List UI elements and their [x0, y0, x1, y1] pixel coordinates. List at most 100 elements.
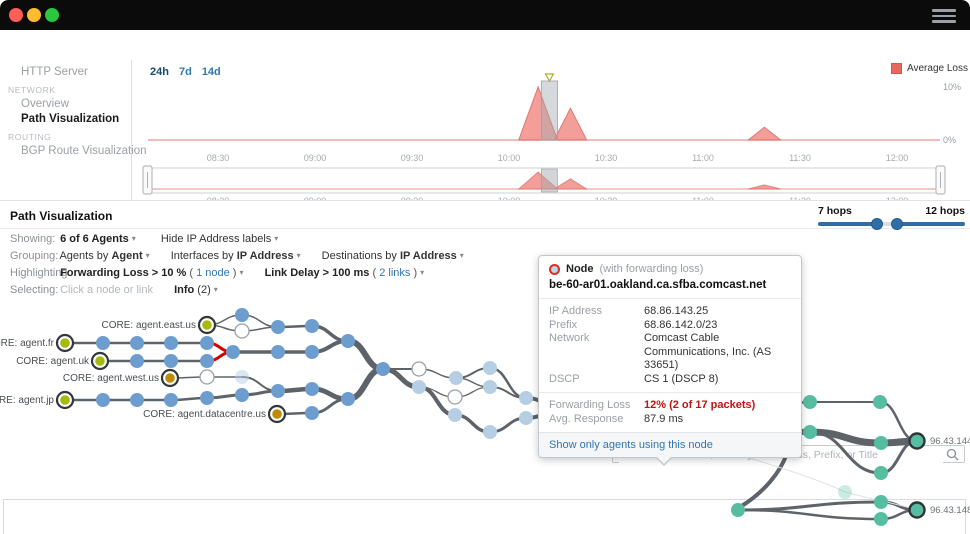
hop-node[interactable]	[341, 334, 355, 348]
one-node-link[interactable]: 1 node	[196, 267, 230, 279]
tab-24h[interactable]: 24h	[150, 66, 169, 78]
ip-labels-dropdown[interactable]: Hide IP Address labels ▾	[160, 233, 279, 245]
hop-node[interactable]	[483, 425, 497, 439]
sidebar-item-bgp-route-visualization[interactable]: BGP Route Visualization	[21, 145, 147, 157]
destinations-grouping-dropdown[interactable]: Destinations by IP Address ▾	[321, 250, 464, 262]
hop-node[interactable]	[200, 336, 214, 350]
tab-14d[interactable]: 14d	[201, 66, 221, 78]
show-only-agents-link[interactable]: Show only agents using this node	[549, 439, 713, 451]
selecting-hint: Click a node or link	[60, 284, 153, 296]
hop-node[interactable]	[305, 382, 319, 396]
hop-node[interactable]	[449, 371, 463, 385]
destination-node[interactable]	[908, 432, 926, 450]
loss-spike	[517, 85, 559, 141]
hop-node[interactable]	[271, 320, 285, 334]
hop-node[interactable]	[96, 336, 110, 350]
hop-node[interactable]	[305, 406, 319, 420]
graph-link[interactable]	[736, 500, 883, 512]
tooltip-row: DSCP CS 1 (DSCP 8)	[549, 372, 719, 385]
chevron-down-icon: ▾	[296, 251, 301, 260]
forwarding-loss-dropdown[interactable]: Forwarding Loss > 10 % ( 1 node ) ▾	[60, 267, 244, 279]
hops-slider-handle-left[interactable]	[871, 218, 883, 230]
hop-node[interactable]	[874, 495, 888, 509]
hop-node[interactable]	[305, 319, 319, 333]
tab-7d[interactable]: 7d	[178, 66, 192, 78]
agent-label: CORE: agent.east.us	[102, 320, 197, 331]
selected-round-band[interactable]	[540, 80, 558, 141]
hop-node[interactable]	[412, 380, 426, 394]
hop-node[interactable]	[199, 369, 215, 385]
hop-node[interactable]	[803, 425, 817, 439]
hop-node[interactable]	[235, 388, 249, 402]
link-delay-dropdown[interactable]: Link Delay > 100 ms ( 2 links ) ▾	[264, 267, 425, 279]
minimize-window-button[interactable]	[27, 8, 41, 22]
hop-node[interactable]	[200, 391, 214, 405]
hop-node[interactable]	[519, 411, 533, 425]
agents-grouping-dropdown[interactable]: Agents by Agent ▾	[59, 250, 150, 262]
hop-node[interactable]	[234, 323, 250, 339]
panel-title: Path Visualization	[10, 209, 113, 223]
hops-range-slider: 7 hops 12 hops	[818, 205, 965, 230]
sidebar-item-path-visualization[interactable]: Path Visualization	[21, 113, 120, 125]
sidebar-item-network: NETWORK	[8, 85, 56, 95]
hop-node[interactable]	[838, 485, 852, 499]
hop-node[interactable]	[874, 512, 888, 526]
hop-node[interactable]	[271, 384, 285, 398]
hop-node[interactable]	[873, 395, 887, 409]
hop-node[interactable]	[271, 345, 285, 359]
graph-link[interactable]	[808, 430, 883, 475]
sidebar-item-overview[interactable]: Overview	[21, 98, 69, 110]
hop-node[interactable]	[226, 345, 240, 359]
brush-selected-band[interactable]	[541, 168, 558, 193]
close-window-button[interactable]	[9, 8, 23, 22]
tooltip-header: Node (with forwarding loss)	[539, 256, 801, 275]
hops-slider-handle-right[interactable]	[891, 218, 903, 230]
x-axis-tick: 10:00	[498, 153, 521, 163]
agent-label: CORE: agent.uk	[16, 356, 90, 367]
interfaces-grouping-dropdown[interactable]: Interfaces by IP Address ▾	[170, 250, 301, 262]
hop-node[interactable]	[164, 336, 178, 350]
hop-node[interactable]	[803, 395, 817, 409]
chevron-down-icon: ▾	[131, 234, 136, 243]
selecting-row: Selecting: Click a node or link Info (2)…	[10, 284, 218, 298]
x-axis-tick: 09:30	[401, 153, 424, 163]
hop-node[interactable]	[130, 336, 144, 350]
hop-node[interactable]	[200, 354, 214, 368]
two-links-link[interactable]: 2 links	[379, 267, 411, 279]
hop-node[interactable]	[731, 503, 745, 517]
grouping-label: Grouping:	[10, 250, 59, 262]
hop-node[interactable]	[447, 389, 463, 405]
selected-round-marker[interactable]	[544, 73, 555, 83]
hop-node[interactable]	[130, 354, 144, 368]
hop-node[interactable]	[483, 361, 497, 375]
hop-node[interactable]	[483, 380, 497, 394]
hop-node[interactable]	[341, 392, 355, 406]
info-dropdown[interactable]: Info (2) ▾	[174, 284, 218, 296]
tooltip-type-note: (with forwarding loss)	[599, 263, 704, 275]
hop-node[interactable]	[411, 361, 427, 377]
graph-link[interactable]	[736, 508, 883, 521]
agents-dropdown[interactable]: 6 of 6 Agents ▾	[60, 233, 136, 245]
hop-node[interactable]	[130, 393, 144, 407]
hop-node[interactable]	[164, 354, 178, 368]
destination-node[interactable]	[908, 501, 926, 519]
tooltip-row: Avg. Response 87.9 ms	[549, 412, 684, 425]
chevron-down-icon: ▾	[145, 251, 150, 260]
hop-node[interactable]	[305, 345, 319, 359]
hamburger-menu-icon[interactable]	[932, 9, 956, 26]
hop-node[interactable]	[235, 308, 249, 322]
sidebar-item-http-server[interactable]: HTTP Server	[21, 66, 88, 78]
hop-node[interactable]	[874, 466, 888, 480]
destination-ip-label: 96.43.144.26	[930, 436, 970, 447]
hop-node[interactable]	[519, 391, 533, 405]
hop-node[interactable]	[376, 362, 390, 376]
zoom-window-button[interactable]	[45, 8, 59, 22]
path-graph: CORE: agent.east.us CORE: agent.fr CORE: a…	[0, 308, 970, 526]
hop-node[interactable]	[874, 436, 888, 450]
hop-node[interactable]	[164, 393, 178, 407]
hop-node[interactable]	[235, 370, 249, 384]
path-graph-canvas[interactable]	[3, 499, 966, 534]
hop-node[interactable]	[96, 393, 110, 407]
hop-node[interactable]	[448, 408, 462, 422]
hops-min-label: 7 hops	[818, 205, 852, 217]
